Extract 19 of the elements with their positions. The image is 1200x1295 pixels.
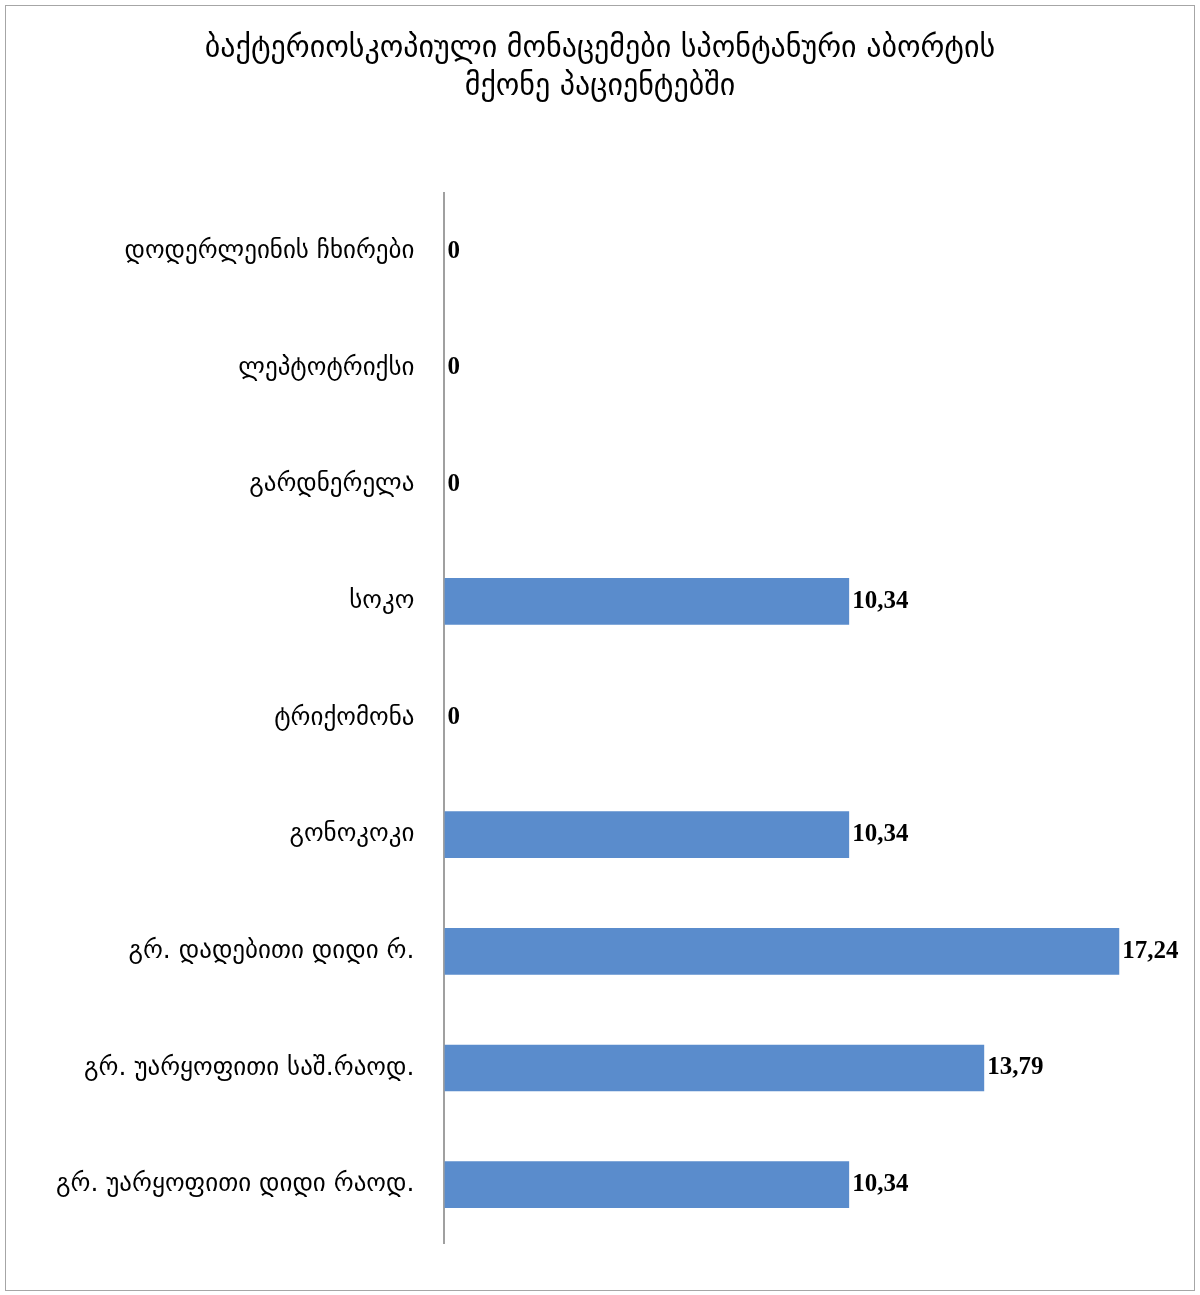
y-tick-label: ტრიქომონა: [274, 701, 415, 731]
data-label: 17,24: [1122, 935, 1179, 963]
data-label: 10,34: [852, 585, 909, 613]
data-label: 10,34: [852, 1169, 909, 1197]
data-label: 10,34: [852, 819, 909, 847]
y-tick-label: გრ. უარყოფითი დიდი რაოდ.: [55, 1168, 415, 1198]
data-label: 0: [447, 469, 460, 497]
y-tick-label: სოკო: [349, 584, 415, 614]
y-tick-label: ლეპტოტრიქსი: [238, 351, 415, 381]
data-label: 0: [447, 235, 460, 263]
chart-title: ბაქტერიოსკოპიული მონაცემები სპონტანური აბორტის მქონე პაციენტებში: [203, 28, 997, 104]
data-label: 0: [447, 352, 460, 380]
y-tick-label: დოდერლეინის ჩხირები: [124, 234, 415, 264]
data-label: 0: [447, 702, 460, 730]
y-tick-label: გრ. დადებითი დიდი რ.: [128, 934, 415, 964]
data-label: 13,79: [987, 1052, 1044, 1080]
y-tick-label: გარდნერელა: [249, 468, 415, 498]
y-tick-label: გონოკოკი: [289, 818, 415, 848]
y-tick-label: გრ. უარყოფითი საშ.რაოდ.: [84, 1051, 415, 1081]
